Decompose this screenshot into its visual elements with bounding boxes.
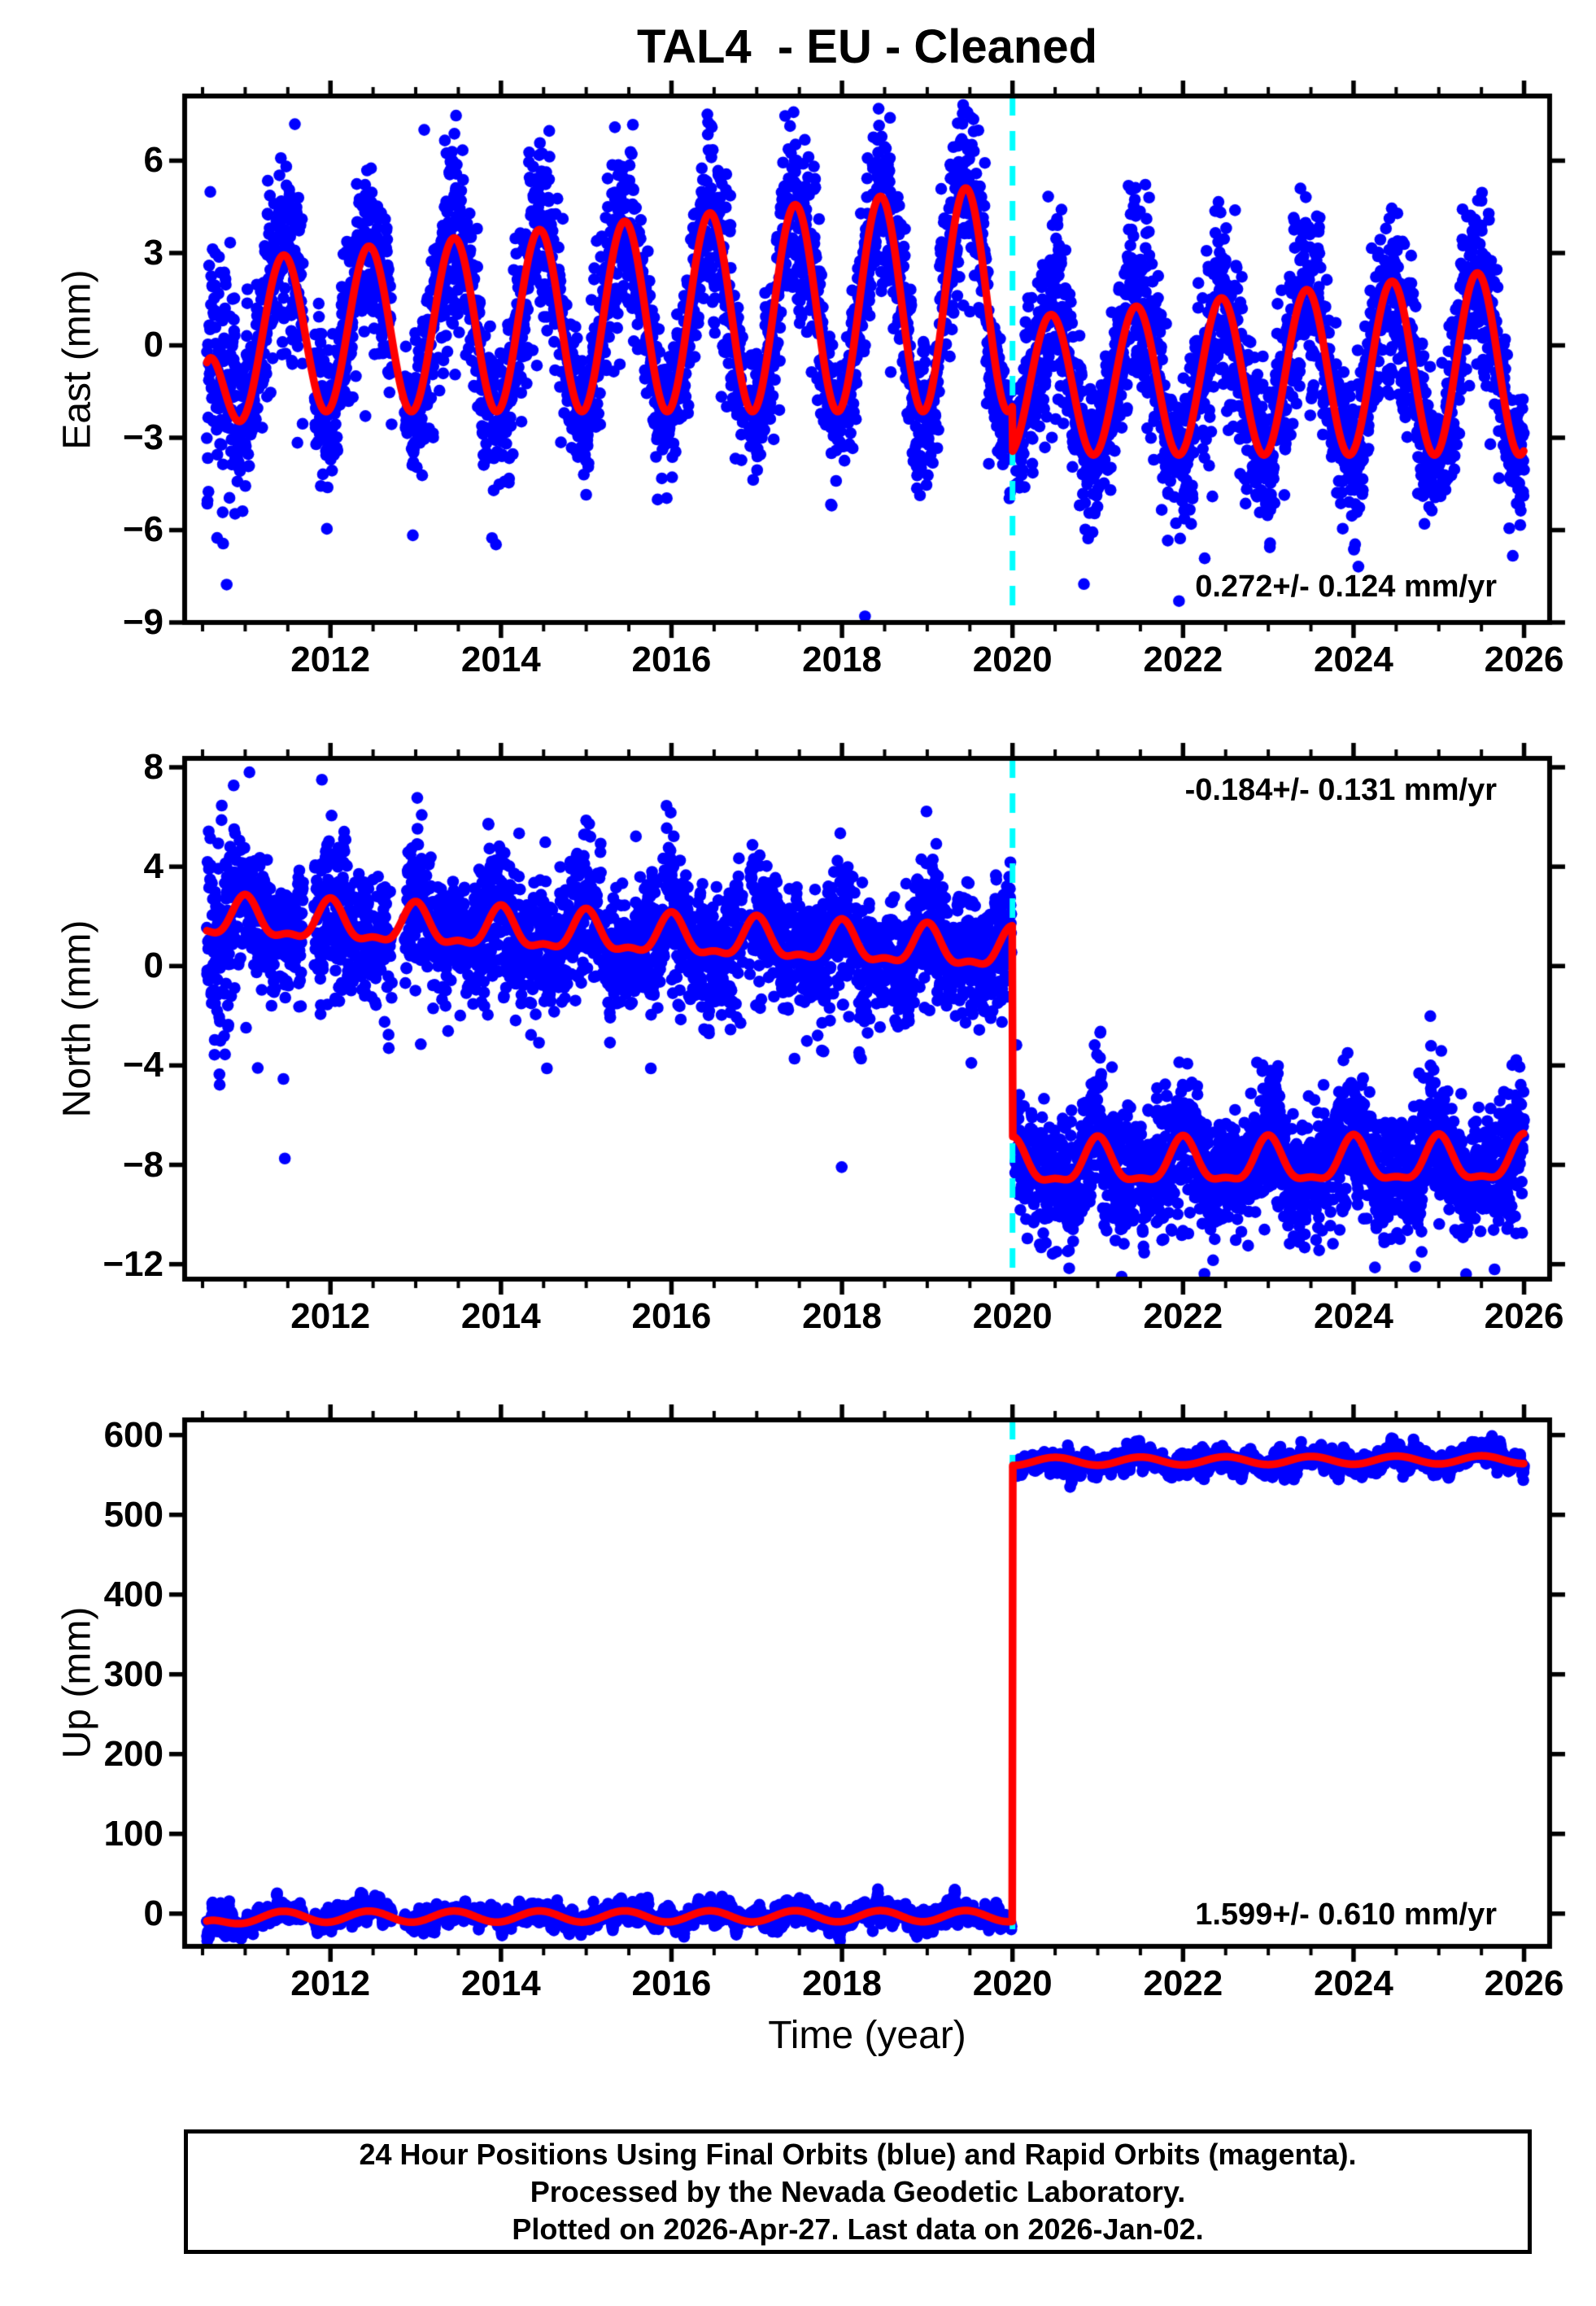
y-tick-label: 0: [143, 946, 164, 986]
y-tick-label: 8: [143, 746, 164, 787]
y-tick-label: 500: [103, 1494, 164, 1535]
x-tick-label: 2012: [290, 1296, 371, 1336]
up-axis-title: Up (mm): [55, 1606, 99, 1759]
x-tick-label: 2022: [1143, 1963, 1223, 2003]
x-tick-label: 2024: [1313, 1963, 1393, 2003]
x-tick-label: 2020: [972, 640, 1053, 679]
x-tick-label: 2014: [460, 640, 541, 679]
north-axis-title: North (mm): [55, 919, 99, 1118]
x-tick-label: 2018: [802, 1296, 883, 1336]
east-axis-title: East (mm): [55, 269, 99, 450]
x-tick-label: 2024: [1313, 640, 1393, 679]
x-tick-label: 2022: [1143, 640, 1223, 679]
plot-title: TAL4 - EU - Cleaned: [636, 20, 1098, 73]
x-tick-label: 2018: [802, 640, 883, 679]
footer-box: 24 Hour Positions Using Final Orbits (bl…: [184, 2129, 1532, 2254]
y-tick-label: 600: [103, 1414, 164, 1455]
y-tick-label: −3: [122, 417, 164, 457]
x-tick-label: 2014: [460, 1296, 541, 1336]
y-tick-label: −12: [102, 1243, 164, 1284]
x-tick-label: 2014: [460, 1963, 541, 2003]
y-tick-label: −4: [122, 1045, 164, 1085]
y-tick-label: 4: [143, 846, 164, 887]
x-tick-label: 2016: [631, 1963, 712, 2003]
footer-line-2: Processed by the Nevada Geodetic Laborat…: [530, 2174, 1186, 2208]
y-tick-label: 200: [103, 1733, 164, 1774]
footer-line-3: Plotted on 2026-Apr-27. Last data on 202…: [512, 2212, 1204, 2246]
x-tick-label: 2016: [631, 1296, 712, 1336]
x-tick-label: 2020: [972, 1296, 1053, 1336]
y-tick-label: 0: [143, 1893, 164, 1933]
y-tick-label: −6: [122, 509, 164, 550]
north-rate-annotation: -0.184+/- 0.131 mm/yr: [1184, 773, 1497, 807]
y-tick-label: 300: [103, 1653, 164, 1694]
y-tick-label: 6: [143, 140, 164, 181]
x-tick-label: 2022: [1143, 1296, 1223, 1336]
x-tick-label: 2020: [972, 1963, 1053, 2003]
x-axis-title: Time (year): [768, 2014, 966, 2057]
footer-line-1: 24 Hour Positions Using Final Orbits (bl…: [359, 2137, 1357, 2171]
y-tick-label: 3: [143, 232, 164, 273]
x-tick-label: 2026: [1484, 1963, 1564, 2003]
up-rate-annotation: 1.599+/- 0.610 mm/yr: [1195, 1898, 1497, 1932]
y-tick-label: 0: [143, 325, 164, 365]
y-tick-label: −8: [122, 1144, 164, 1185]
y-tick-label: 100: [103, 1813, 164, 1854]
x-tick-label: 2012: [290, 640, 371, 679]
east-rate-annotation: 0.272+/- 0.124 mm/yr: [1195, 570, 1497, 604]
y-tick-label: −9: [122, 602, 164, 642]
y-tick-label: 400: [103, 1574, 164, 1614]
x-tick-label: 2024: [1313, 1296, 1393, 1336]
x-tick-label: 2016: [631, 640, 712, 679]
x-tick-label: 2026: [1484, 1296, 1564, 1336]
x-tick-label: 2012: [290, 1963, 371, 2003]
x-tick-label: 2018: [802, 1963, 883, 2003]
x-tick-label: 2026: [1484, 640, 1564, 679]
